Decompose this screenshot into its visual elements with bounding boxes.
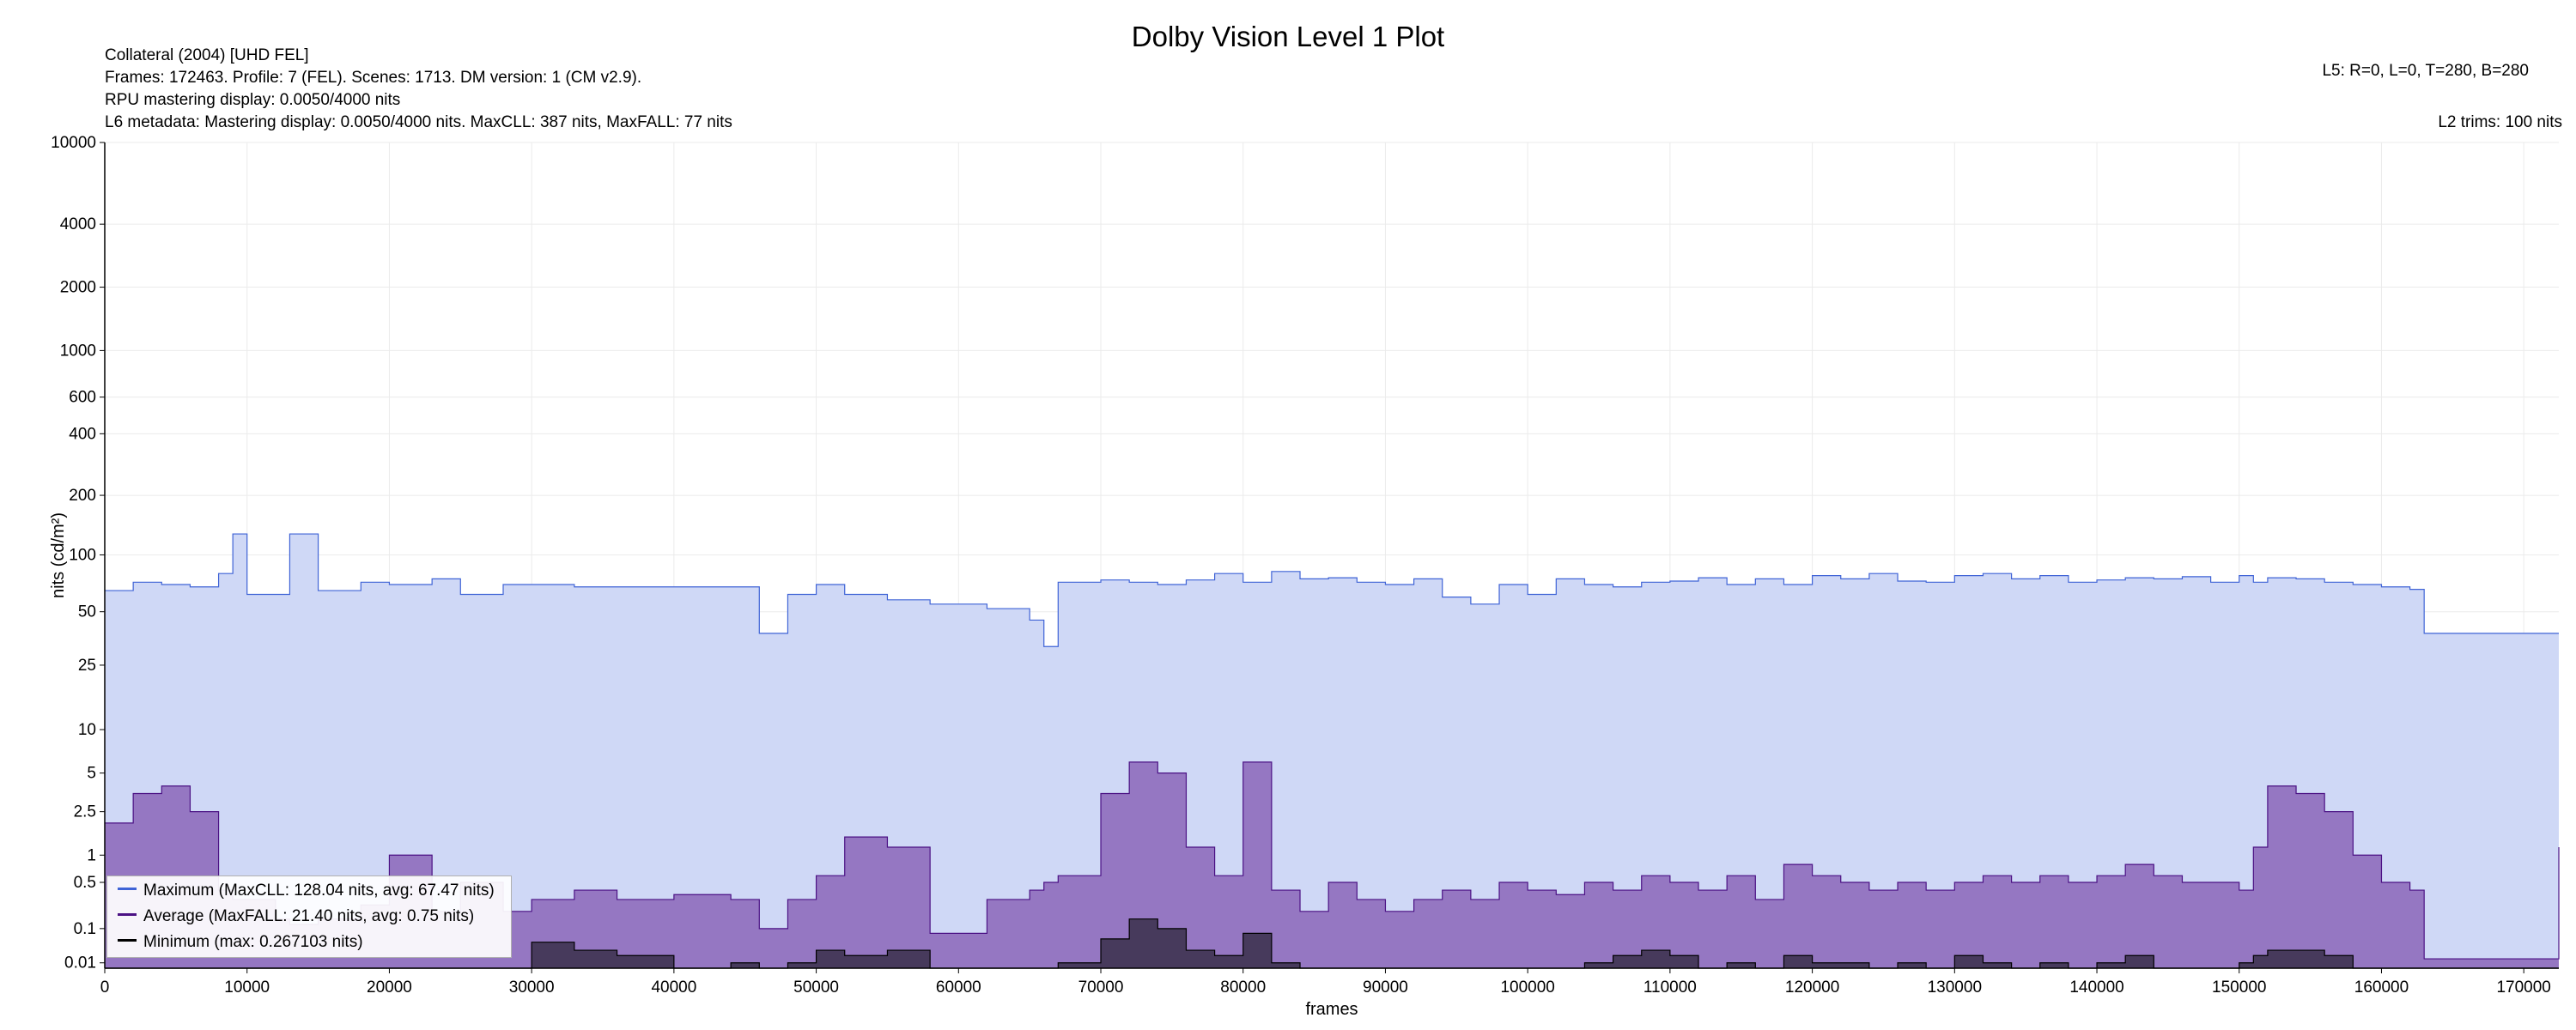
x-tick-label-8: 80000 [1220,978,1266,997]
legend-swatch-maximum [118,888,137,891]
x-tick-label-10: 100000 [1500,978,1554,997]
x-tick-label-11: 110000 [1643,978,1697,997]
title-info: Collateral (2004) [UHD FEL] [105,46,309,64]
y-tick-label-15: 4000 [60,215,96,233]
x-tick-label-15: 150000 [2212,978,2266,997]
x-tick-label-7: 70000 [1078,978,1124,997]
y-tick-label-10: 200 [69,487,96,505]
y-tick-label-11: 400 [69,425,96,443]
y-axis-label: nits (cd/m²) [49,512,68,598]
y-tick-label-3: 1 [87,846,96,864]
legend-label-average: Average (MaxFALL: 21.40 nits, avg: 0.75 … [143,907,475,925]
y-tick-label-4: 2.5 [74,803,96,821]
x-tick-label-16: 160000 [2354,978,2409,997]
y-tick-label-5: 5 [87,765,96,783]
x-tick-label-0: 0 [100,978,110,997]
x-axis-label: frames [1305,1000,1358,1019]
legend-item-minimum[interactable]: Minimum (max: 0.267103 nits) [118,930,363,955]
series-maximum-line [105,533,2559,647]
y-tick-label-1: 0.1 [74,920,96,938]
l6-info: L6 metadata: Mastering display: 0.0050/4… [105,113,732,131]
y-tick-label-7: 25 [78,657,96,675]
x-tick-label-14: 140000 [2069,978,2123,997]
y-tick-label-16: 10000 [51,134,96,152]
x-tick-label-17: 170000 [2496,978,2550,997]
y-tick-label-13: 1000 [60,342,96,360]
y-tick-label-14: 2000 [60,279,96,297]
legend-swatch-minimum [118,939,137,942]
x-tick-label-3: 30000 [509,978,555,997]
y-tick-label-0: 0.01 [64,954,96,972]
legend-item-maximum[interactable]: Maximum (MaxCLL: 128.04 nits, avg: 67.47… [118,878,495,904]
series-average-area [105,761,2559,968]
x-tick-label-6: 60000 [936,978,981,997]
y-tick-label-9: 100 [69,546,96,564]
legend-label-minimum: Minimum (max: 0.267103 nits) [143,933,363,951]
series-minimum-area [105,918,2559,968]
x-tick-label-4: 40000 [651,978,696,997]
l5-info: L5: R=0, L=0, T=280, B=280 [2322,62,2529,80]
x-tick-label-12: 120000 [1785,978,1839,997]
x-tick-label-9: 90000 [1363,978,1408,997]
series-maximum-area [105,534,2559,968]
x-tick-label-1: 10000 [224,978,270,997]
legend-swatch-average [118,913,137,917]
y-tick-label-12: 600 [69,389,96,407]
x-tick-label-13: 130000 [1928,978,1982,997]
y-tick-label-8: 50 [78,603,96,621]
rpu-info: RPU mastering display: 0.0050/4000 nits [105,91,401,109]
legend-item-average[interactable]: Average (MaxFALL: 21.40 nits, avg: 0.75 … [118,904,474,930]
x-tick-label-2: 20000 [367,978,412,997]
legend: Maximum (MaxCLL: 128.04 nits, avg: 67.47… [106,876,512,958]
legend-label-maximum: Maximum (MaxCLL: 128.04 nits, avg: 67.47… [143,882,495,900]
y-tick-label-6: 10 [78,721,96,739]
frames-info: Frames: 172463. Profile: 7 (FEL). Scenes… [105,69,642,87]
y-tick-label-2: 0.5 [74,874,96,892]
l2-info: L2 trims: 100 nits [2438,113,2562,131]
x-tick-label-5: 50000 [793,978,839,997]
chart-title: Dolby Vision Level 1 Plot [1131,21,1445,52]
